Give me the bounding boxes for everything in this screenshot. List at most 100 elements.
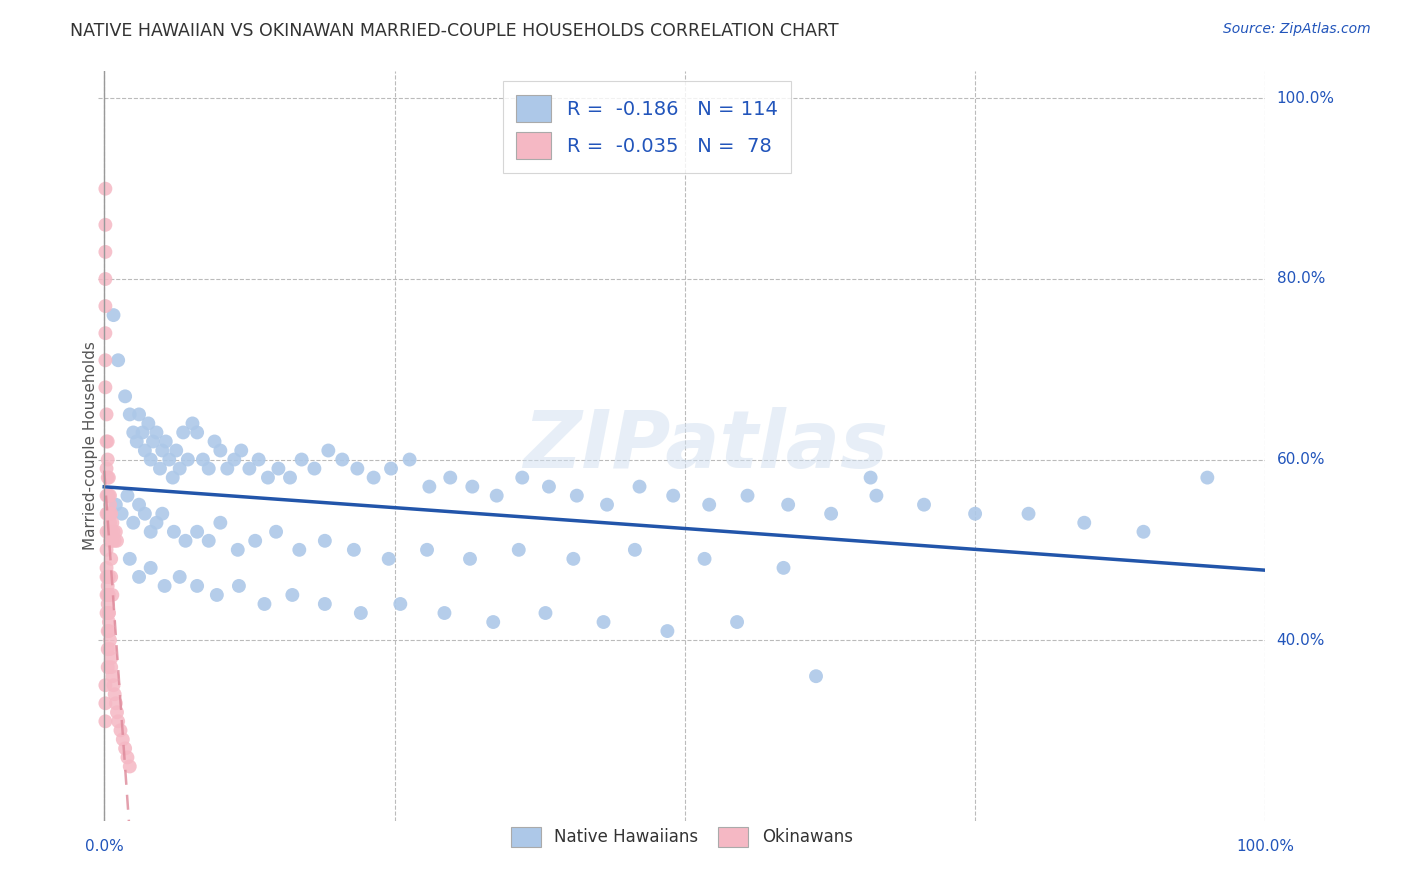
Point: [912, 498, 935, 512]
Point: [122, 425, 145, 440]
Point: [1073, 516, 1095, 530]
Point: [169, 461, 191, 475]
Point: [482, 615, 505, 629]
Point: [94, 218, 117, 232]
Point: [209, 516, 232, 530]
Point: [458, 552, 481, 566]
Point: [94, 353, 117, 368]
Point: [291, 452, 314, 467]
Point: [253, 597, 276, 611]
Point: [537, 480, 560, 494]
Point: [98, 489, 121, 503]
Point: [165, 443, 187, 458]
Point: [97, 615, 120, 629]
Point: [804, 669, 827, 683]
Point: [439, 470, 461, 484]
Point: [107, 714, 129, 729]
Point: [107, 353, 129, 368]
Point: [111, 732, 134, 747]
Point: [350, 606, 373, 620]
Point: [416, 542, 439, 557]
Point: [209, 443, 232, 458]
Point: [98, 516, 121, 530]
Point: [228, 579, 250, 593]
Point: [562, 552, 585, 566]
Point: [186, 579, 208, 593]
Point: [101, 588, 124, 602]
Point: [142, 434, 165, 449]
Point: [508, 542, 530, 557]
Point: [94, 272, 117, 286]
Point: [820, 507, 842, 521]
Point: [96, 489, 118, 503]
Point: [101, 516, 124, 530]
Point: [96, 561, 118, 575]
Point: [94, 299, 117, 313]
Point: [149, 461, 172, 475]
Point: [217, 461, 239, 475]
Point: [117, 750, 139, 764]
Text: 80.0%: 80.0%: [1277, 271, 1324, 286]
Point: [117, 489, 139, 503]
Point: [257, 470, 280, 484]
Point: [94, 714, 117, 729]
Point: [100, 507, 122, 521]
Point: [174, 533, 197, 548]
Point: [778, 498, 800, 512]
Point: [162, 470, 184, 484]
Point: [97, 434, 120, 449]
Point: [96, 606, 118, 620]
Point: [267, 461, 290, 475]
Point: [226, 542, 249, 557]
Point: [105, 706, 128, 720]
Point: [103, 678, 125, 692]
Point: [97, 642, 120, 657]
Point: [288, 542, 311, 557]
Point: [278, 470, 301, 484]
Point: [596, 498, 619, 512]
Point: [628, 480, 651, 494]
Point: [97, 624, 120, 638]
Point: [131, 425, 153, 440]
Point: [139, 452, 162, 467]
Point: [485, 489, 508, 503]
Point: [104, 696, 127, 710]
Point: [191, 452, 214, 467]
Point: [97, 470, 120, 484]
Point: [145, 425, 167, 440]
Point: [98, 524, 121, 539]
Point: [330, 452, 353, 467]
Text: ZIPatlas: ZIPatlas: [523, 407, 887, 485]
Point: [662, 489, 685, 503]
Point: [965, 507, 987, 521]
Point: [97, 588, 120, 602]
Point: [114, 389, 136, 403]
Point: [98, 507, 121, 521]
Point: [657, 624, 679, 638]
Text: 100.0%: 100.0%: [1277, 91, 1334, 106]
Point: [96, 434, 118, 449]
Point: [134, 507, 156, 521]
Point: [94, 182, 117, 196]
Point: [1018, 507, 1040, 521]
Y-axis label: Married-couple Households: Married-couple Households: [83, 342, 97, 550]
Point: [231, 443, 253, 458]
Text: 60.0%: 60.0%: [1277, 452, 1324, 467]
Point: [97, 624, 120, 638]
Point: [97, 606, 120, 620]
Point: [153, 579, 176, 593]
Point: [96, 461, 118, 475]
Point: [94, 380, 117, 394]
Point: [565, 489, 588, 503]
Point: [97, 579, 120, 593]
Point: [98, 533, 121, 548]
Point: [205, 588, 228, 602]
Point: [145, 516, 167, 530]
Text: 0.0%: 0.0%: [84, 839, 124, 855]
Point: [346, 461, 368, 475]
Point: [139, 524, 162, 539]
Point: [737, 489, 759, 503]
Point: [101, 669, 124, 683]
Point: [697, 498, 720, 512]
Point: [224, 452, 246, 467]
